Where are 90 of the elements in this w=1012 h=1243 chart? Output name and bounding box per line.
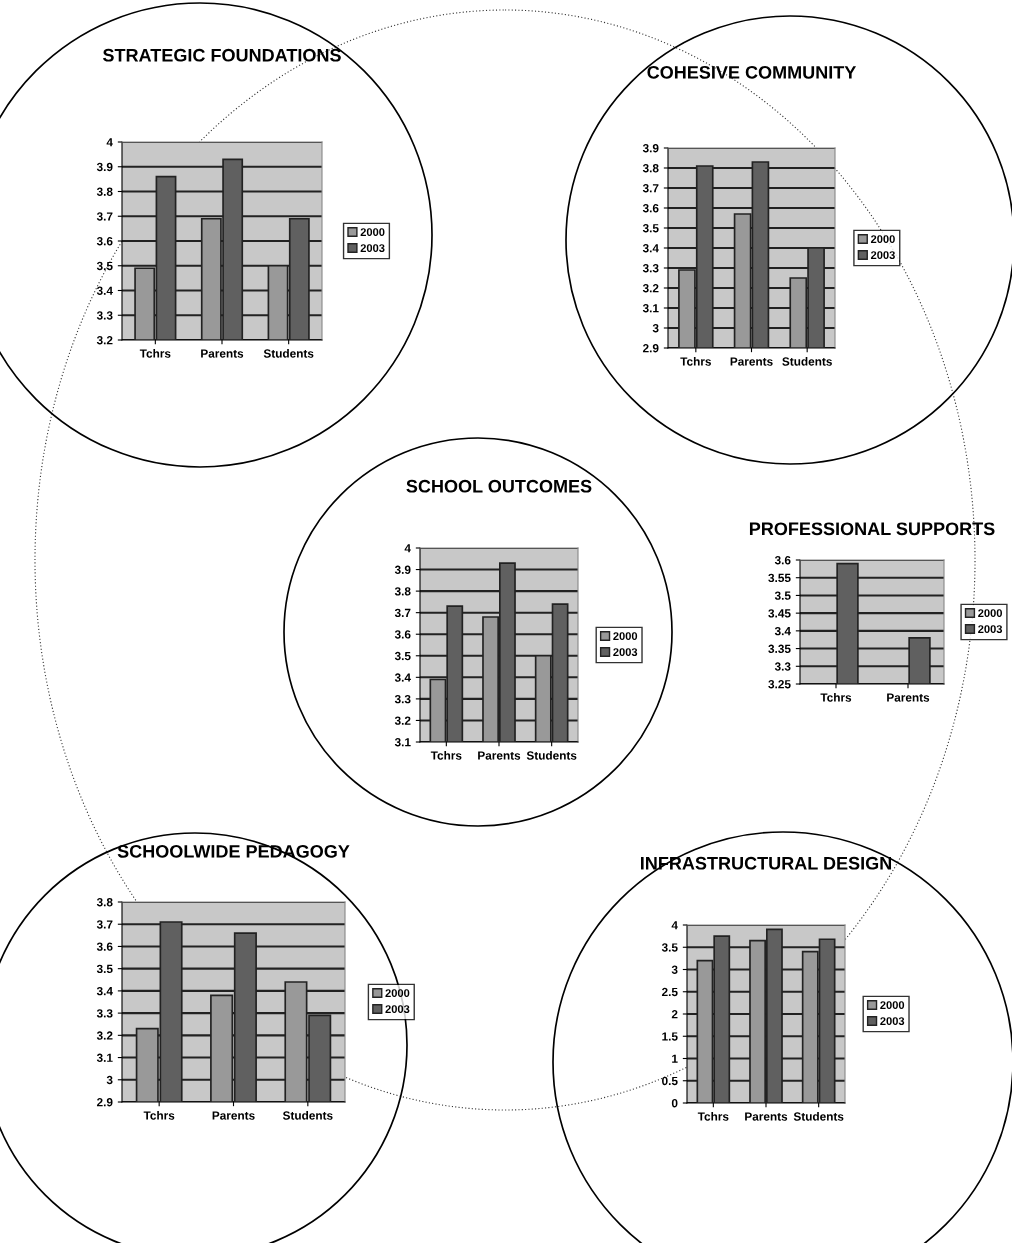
x-tick-label: Tchrs — [697, 1112, 729, 1121]
y-tick-label: 1.5 — [662, 1032, 678, 1041]
legend-label: 2003 — [880, 1017, 905, 1026]
x-tick-label: Tchrs — [139, 349, 171, 358]
y-tick-label: 4 — [404, 544, 411, 553]
y-tick-label: 3.3 — [394, 694, 411, 704]
y-tick-label: 3 — [106, 1075, 113, 1085]
y-tick-label: 3.55 — [768, 573, 791, 583]
y-tick-label: 3.3 — [642, 264, 659, 273]
y-tick-label: 3.5 — [394, 651, 411, 661]
y-tick-label: 3.7 — [394, 608, 411, 618]
y-tick-label: 3.9 — [96, 162, 113, 172]
y-tick-label: 3.5 — [661, 943, 678, 952]
y-tick-label: 3.4 — [96, 986, 113, 996]
x-tick-label: Students — [526, 751, 577, 760]
y-tick-label: 3.2 — [394, 716, 411, 725]
y-tick-label: 3.6 — [642, 204, 659, 213]
y-tick-label: 3.5 — [642, 224, 659, 233]
x-tick-label: Students — [282, 1111, 333, 1120]
y-tick-label: 2 — [671, 1010, 678, 1019]
chart-title: STRATEGIC FOUNDATIONS — [102, 48, 341, 62]
y-tick-label: 3.4 — [642, 244, 659, 253]
legend-label: 2000 — [978, 609, 1002, 618]
x-tick-label: Students — [782, 357, 832, 366]
y-tick-label: 2.9 — [642, 344, 659, 353]
y-tick-label: 3.6 — [96, 237, 113, 246]
x-tick-label: Tchrs — [430, 751, 462, 760]
y-tick-label: 3.45 — [768, 609, 791, 618]
y-tick-label: 3.3 — [96, 311, 113, 320]
chart-title: PROFESSIONAL SUPPORTS — [749, 522, 995, 536]
legend-label: 2000 — [385, 989, 410, 998]
y-tick-label: 3.4 — [774, 626, 791, 636]
y-tick-label: 3.2 — [96, 1031, 113, 1040]
chart-title: SCHOOL OUTCOMES — [406, 479, 592, 493]
y-tick-label: 3.4 — [394, 673, 411, 682]
y-tick-label: 3.5 — [96, 261, 113, 271]
y-tick-label: 2.9 — [96, 1098, 113, 1107]
y-tick-label: 0.5 — [662, 1076, 678, 1086]
x-tick-label: Tchrs — [820, 693, 852, 702]
legend-label: 2000 — [880, 1001, 905, 1010]
y-tick-label: 3.1 — [96, 1053, 113, 1062]
legend-label: 2000 — [870, 235, 895, 244]
y-tick-label: 3.8 — [394, 587, 411, 596]
y-tick-label: 3.2 — [96, 336, 113, 345]
y-tick-label: 4 — [671, 921, 678, 930]
x-tick-label: Parents — [730, 357, 773, 366]
y-tick-label: 3.7 — [96, 920, 113, 929]
y-tick-label: 1 — [672, 1054, 678, 1063]
y-tick-label: 2.5 — [661, 987, 678, 997]
y-tick-label: 3.25 — [768, 680, 791, 689]
y-tick-label: 4 — [106, 138, 113, 147]
y-tick-label: 3.35 — [768, 644, 791, 653]
y-tick-label: 3.3 — [96, 1009, 113, 1018]
y-tick-label: 3.1 — [394, 738, 411, 747]
legend-label: 2003 — [870, 251, 895, 260]
y-tick-label: 3.3 — [774, 662, 791, 671]
y-tick-label: 3.6 — [394, 630, 411, 639]
y-tick-label: 3.9 — [642, 144, 659, 153]
legend-label: 2000 — [613, 632, 638, 641]
y-tick-label: 3.5 — [96, 964, 113, 974]
x-tick-label: Parents — [745, 1112, 788, 1121]
y-tick-label: 3 — [671, 965, 678, 974]
x-tick-label: Parents — [201, 349, 244, 358]
y-tick-label: 0 — [671, 1099, 678, 1108]
x-tick-label: Students — [793, 1112, 844, 1121]
y-tick-label: 3.6 — [774, 556, 791, 565]
y-tick-label: 3.7 — [642, 184, 659, 193]
legend-label: 2003 — [385, 1005, 410, 1014]
x-tick-label: Parents — [478, 751, 521, 760]
legend-label: 2003 — [978, 625, 1003, 634]
legend-label: 2003 — [360, 244, 385, 253]
y-tick-label: 3.7 — [96, 212, 113, 221]
y-tick-label: 3.6 — [96, 942, 113, 951]
y-tick-label: 3.9 — [394, 565, 411, 574]
chart-title: COHESIVE COMMUNITY — [647, 65, 857, 79]
y-tick-label: 3.8 — [642, 164, 659, 173]
x-tick-label: Parents — [212, 1111, 255, 1120]
y-tick-label: 3.2 — [642, 284, 659, 293]
y-tick-label: 3.5 — [774, 591, 791, 600]
x-tick-label: Students — [263, 349, 314, 358]
legend-label: 2000 — [360, 228, 385, 237]
x-tick-label: Tchrs — [143, 1111, 175, 1120]
x-tick-label: Parents — [887, 693, 930, 702]
y-tick-label: 3.1 — [642, 304, 659, 313]
y-tick-label: 3 — [652, 324, 659, 333]
y-tick-label: 3.8 — [96, 898, 113, 907]
y-tick-label: 3.8 — [96, 187, 113, 196]
legend-label: 2003 — [613, 648, 638, 657]
x-tick-label: Tchrs — [680, 357, 711, 366]
y-tick-label: 3.4 — [96, 286, 113, 295]
